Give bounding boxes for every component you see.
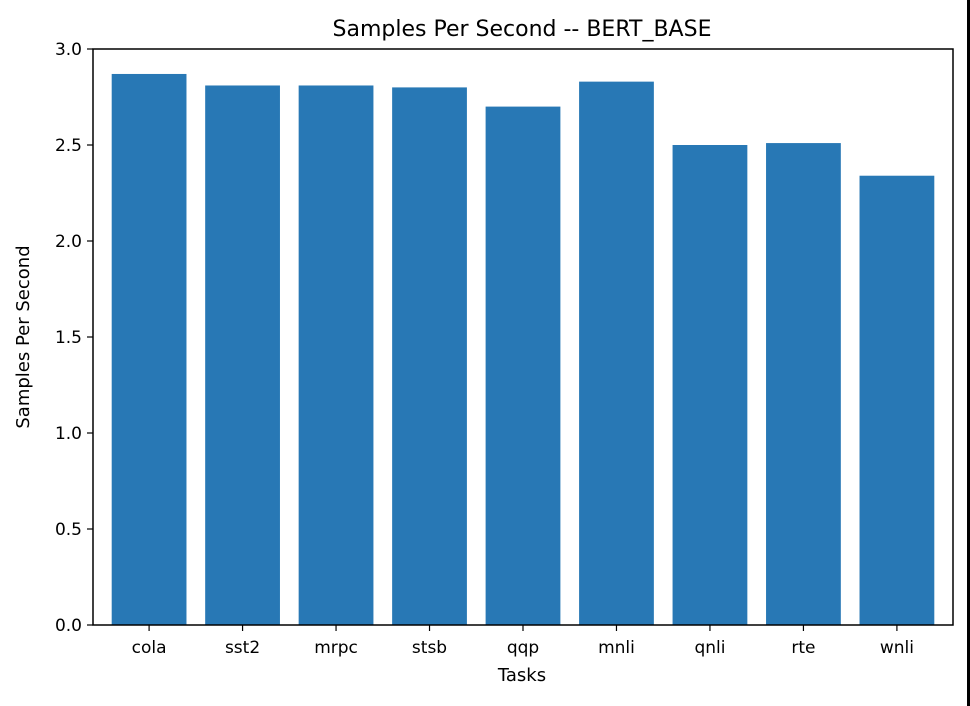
bar-qnli — [672, 145, 748, 625]
x-tick-label-qqp: qqp — [507, 638, 539, 658]
x-axis: cola sst2 mrpc stsb qqp mnli qnli rte wnli — [132, 625, 914, 658]
y-axis: 0.0 0.5 1.0 1.5 2.0 2.5 3.0 — [55, 40, 93, 636]
plot-frame — [92, 48, 954, 626]
bar-mnli — [579, 81, 654, 625]
x-axis-label: Tasks — [497, 665, 546, 686]
bar-rte — [766, 143, 841, 625]
bar-wnli — [859, 175, 935, 625]
y-tick-label: 0.5 — [55, 520, 82, 540]
bar-qqp — [485, 106, 561, 626]
x-tick-label-wnli: wnli — [880, 638, 914, 658]
y-tick-label: 2.5 — [55, 136, 82, 156]
y-axis-label: Samples Per Second — [13, 245, 34, 428]
y-tick-label: 3.0 — [55, 40, 82, 60]
bar-stsb — [392, 87, 467, 625]
y-tick-label: 0.0 — [55, 616, 82, 636]
x-tick-label-stsb: stsb — [412, 638, 447, 658]
bar-mrpc — [298, 85, 374, 626]
bar-sst2 — [205, 85, 280, 626]
chart-title: Samples Per Second -- BERT_BASE — [333, 17, 712, 42]
y-tick-label: 1.0 — [55, 424, 82, 444]
x-tick-label-sst2: sst2 — [225, 638, 260, 658]
y-tick-label: 1.5 — [55, 328, 82, 348]
bar-cola — [111, 73, 187, 625]
bars-group — [111, 73, 935, 626]
x-tick-label-mnli: mnli — [598, 638, 635, 658]
x-tick-label-cola: cola — [132, 638, 167, 658]
x-tick-label-rte: rte — [791, 638, 815, 658]
x-tick-label-qnli: qnli — [694, 638, 725, 658]
x-tick-label-mrpc: mrpc — [314, 638, 358, 658]
y-tick-label: 2.0 — [55, 232, 82, 252]
